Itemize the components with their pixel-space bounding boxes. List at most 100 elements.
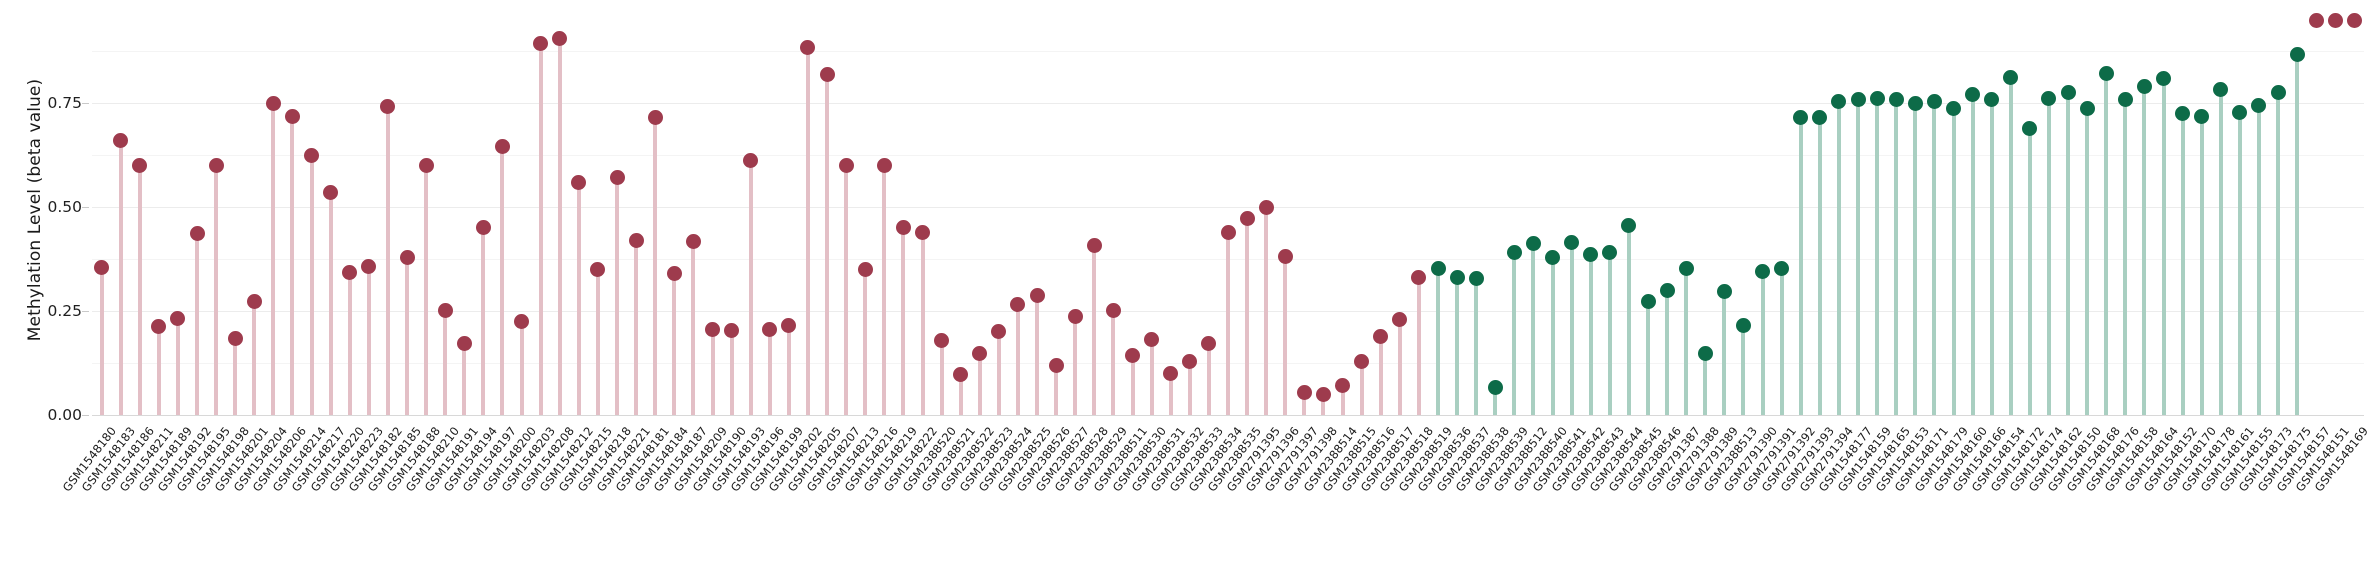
data-point[interactable] bbox=[2346, 12, 2362, 28]
data-point[interactable] bbox=[1220, 224, 1236, 240]
data-point[interactable] bbox=[1258, 199, 1274, 215]
data-point[interactable] bbox=[934, 332, 950, 348]
data-point[interactable] bbox=[2175, 106, 2191, 122]
data-point[interactable] bbox=[1793, 110, 1809, 126]
data-point[interactable] bbox=[1010, 297, 1026, 313]
data-point[interactable] bbox=[895, 219, 911, 235]
data-point[interactable] bbox=[1907, 96, 1923, 112]
data-point[interactable] bbox=[991, 324, 1007, 340]
data-point[interactable] bbox=[1926, 93, 1942, 109]
data-point[interactable] bbox=[1545, 250, 1561, 266]
data-point[interactable] bbox=[1201, 335, 1217, 351]
data-point[interactable] bbox=[781, 318, 797, 334]
data-point[interactable] bbox=[2041, 90, 2057, 106]
data-point[interactable] bbox=[2079, 100, 2095, 116]
data-point[interactable] bbox=[361, 258, 377, 274]
data-point[interactable] bbox=[1430, 261, 1446, 277]
data-point[interactable] bbox=[1583, 247, 1599, 263]
data-point[interactable] bbox=[246, 294, 262, 310]
data-point[interactable] bbox=[1449, 270, 1465, 286]
data-point[interactable] bbox=[1468, 271, 1484, 287]
data-point[interactable] bbox=[876, 158, 892, 174]
data-point[interactable] bbox=[1144, 331, 1160, 347]
data-point[interactable] bbox=[2060, 85, 2076, 101]
data-point[interactable] bbox=[819, 66, 835, 82]
data-point[interactable] bbox=[2098, 65, 2114, 81]
data-point[interactable] bbox=[533, 35, 549, 51]
data-point[interactable] bbox=[2136, 79, 2152, 95]
data-point[interactable] bbox=[1354, 354, 1370, 370]
data-point[interactable] bbox=[1735, 318, 1751, 334]
data-point[interactable] bbox=[494, 139, 510, 155]
data-point[interactable] bbox=[666, 266, 682, 282]
data-point[interactable] bbox=[1029, 287, 1045, 303]
data-point[interactable] bbox=[189, 225, 205, 241]
data-point[interactable] bbox=[838, 158, 854, 174]
data-point[interactable] bbox=[1831, 93, 1847, 109]
data-point[interactable] bbox=[456, 335, 472, 351]
data-point[interactable] bbox=[2289, 46, 2305, 62]
data-point[interactable] bbox=[2308, 12, 2324, 28]
data-point[interactable] bbox=[1850, 91, 1866, 107]
data-point[interactable] bbox=[170, 311, 186, 327]
data-point[interactable] bbox=[2156, 70, 2172, 86]
data-point[interactable] bbox=[762, 322, 778, 338]
data-point[interactable] bbox=[571, 174, 587, 190]
data-point[interactable] bbox=[113, 133, 129, 149]
data-point[interactable] bbox=[1182, 354, 1198, 370]
data-point[interactable] bbox=[685, 233, 701, 249]
data-point[interactable] bbox=[1048, 357, 1064, 373]
data-point[interactable] bbox=[1487, 380, 1503, 396]
data-point[interactable] bbox=[2251, 97, 2267, 113]
data-point[interactable] bbox=[1239, 211, 1255, 227]
data-point[interactable] bbox=[1067, 308, 1083, 324]
data-point[interactable] bbox=[2117, 91, 2133, 107]
data-point[interactable] bbox=[724, 323, 740, 339]
data-point[interactable] bbox=[284, 108, 300, 124]
data-point[interactable] bbox=[800, 39, 816, 55]
data-point[interactable] bbox=[418, 158, 434, 174]
data-point[interactable] bbox=[743, 153, 759, 169]
data-point[interactable] bbox=[1965, 87, 1981, 103]
data-point[interactable] bbox=[1716, 283, 1732, 299]
data-point[interactable] bbox=[380, 98, 396, 114]
data-point[interactable] bbox=[1946, 100, 1961, 116]
data-point[interactable] bbox=[1697, 345, 1713, 361]
data-point[interactable] bbox=[514, 313, 530, 329]
data-point[interactable] bbox=[2213, 82, 2229, 98]
data-point[interactable] bbox=[475, 219, 491, 235]
data-point[interactable] bbox=[1335, 377, 1351, 393]
data-point[interactable] bbox=[304, 148, 320, 164]
data-point[interactable] bbox=[2194, 108, 2210, 124]
data-point[interactable] bbox=[552, 31, 568, 47]
data-point[interactable] bbox=[1086, 237, 1102, 253]
data-point[interactable] bbox=[1869, 90, 1885, 106]
data-point[interactable] bbox=[1755, 264, 1771, 280]
data-point[interactable] bbox=[1163, 365, 1179, 381]
data-point[interactable] bbox=[1525, 236, 1541, 252]
data-point[interactable] bbox=[915, 225, 931, 241]
data-point[interactable] bbox=[399, 250, 415, 266]
data-point[interactable] bbox=[1411, 270, 1427, 286]
data-point[interactable] bbox=[1659, 282, 1675, 298]
data-point[interactable] bbox=[1640, 294, 1656, 310]
data-point[interactable] bbox=[265, 96, 281, 112]
data-point[interactable] bbox=[2232, 104, 2248, 120]
data-point[interactable] bbox=[953, 366, 969, 382]
data-point[interactable] bbox=[132, 158, 148, 174]
data-point[interactable] bbox=[1125, 348, 1141, 364]
data-point[interactable] bbox=[1774, 261, 1790, 277]
data-point[interactable] bbox=[1678, 261, 1694, 277]
data-point[interactable] bbox=[647, 109, 663, 125]
data-point[interactable] bbox=[1506, 245, 1522, 261]
data-point[interactable] bbox=[437, 302, 453, 318]
data-point[interactable] bbox=[1564, 234, 1580, 250]
data-point[interactable] bbox=[1315, 386, 1331, 402]
data-point[interactable] bbox=[2003, 69, 2019, 85]
data-point[interactable] bbox=[1296, 384, 1312, 400]
data-point[interactable] bbox=[151, 318, 167, 334]
data-point[interactable] bbox=[342, 265, 358, 281]
data-point[interactable] bbox=[972, 345, 988, 361]
data-point[interactable] bbox=[2270, 85, 2286, 101]
data-point[interactable] bbox=[2327, 12, 2343, 28]
